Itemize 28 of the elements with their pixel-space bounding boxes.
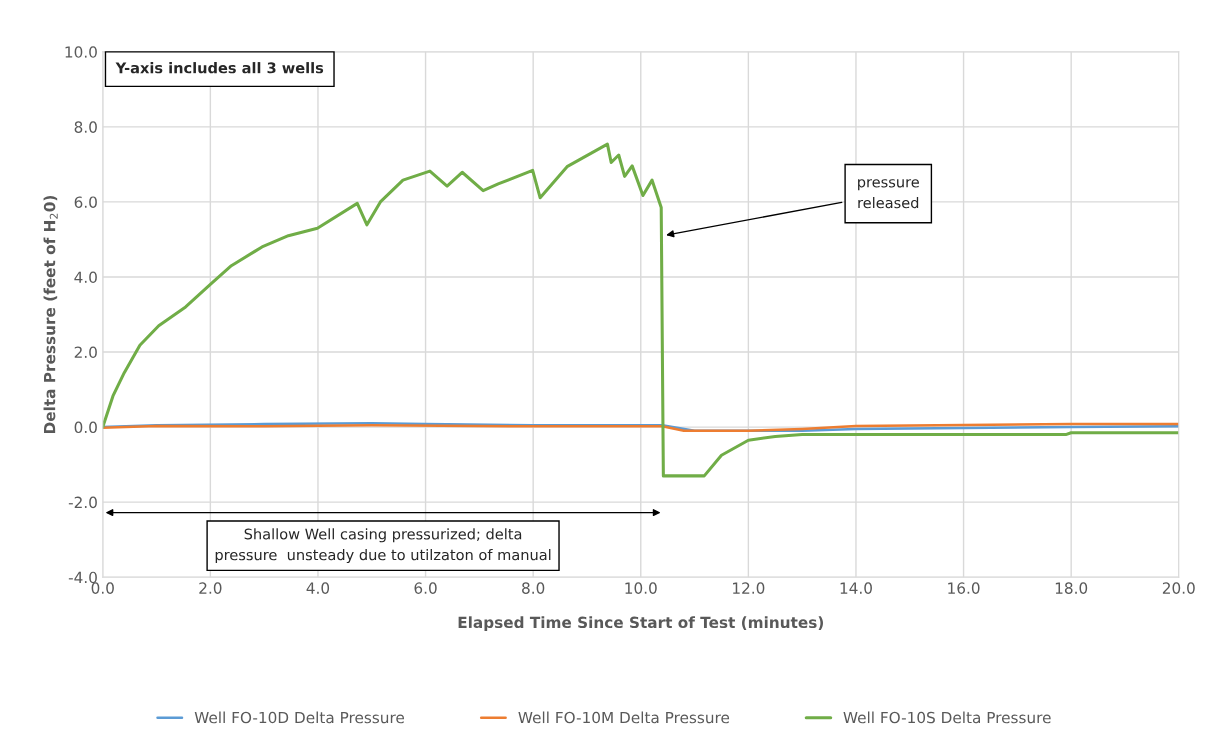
x-tick-label: 18.0 bbox=[1055, 582, 1088, 594]
annotation: Y-axis includes all 3 wells bbox=[115, 62, 324, 74]
legend-label: Well FO-10D Delta Pressure bbox=[194, 711, 404, 724]
y-tick-label: -2.0 bbox=[68, 496, 97, 509]
x-axis-title: Elapsed Time Since Start of Test (minutes) bbox=[458, 616, 823, 632]
x-tick-label: 0.0 bbox=[91, 582, 114, 594]
annotation: pressure released bbox=[858, 179, 919, 209]
x-tick-label: 8.0 bbox=[522, 582, 545, 594]
line-series bbox=[102, 142, 1179, 478]
x-tick-label: 12.0 bbox=[733, 582, 765, 594]
x-tick-label: 4.0 bbox=[306, 582, 330, 594]
y-tick-label: 6.0 bbox=[74, 196, 97, 208]
y-tick-label: 0.0 bbox=[74, 421, 97, 434]
x-tick-label: 6.0 bbox=[414, 582, 437, 594]
annotation: Shallow Well casing pressurized; delta pressure unsteady due to utilzaton of manual bbox=[215, 528, 551, 564]
y-tick-label: 10.0 bbox=[65, 46, 97, 58]
legend-label: Well FO-10M Delta Pressure bbox=[518, 711, 730, 724]
legend-label: Well FO-10S Delta Pressure bbox=[843, 711, 1051, 724]
x-tick-label: 14.0 bbox=[840, 582, 872, 594]
y-tick-label: 8.0 bbox=[74, 121, 97, 133]
x-tick-label: 10.0 bbox=[625, 582, 657, 594]
x-tick-label: 16.0 bbox=[948, 582, 980, 594]
y-tick-label: 2.0 bbox=[74, 346, 97, 359]
x-tick-label: 2.0 bbox=[199, 582, 222, 594]
y-tick-label: -4.0 bbox=[68, 571, 97, 584]
y-axis-title: Delta Pressure (feet of H$_{2}$0) bbox=[43, 195, 58, 434]
y-tick-label: 4.0 bbox=[74, 271, 97, 283]
x-tick-label: 20.0 bbox=[1162, 582, 1195, 594]
